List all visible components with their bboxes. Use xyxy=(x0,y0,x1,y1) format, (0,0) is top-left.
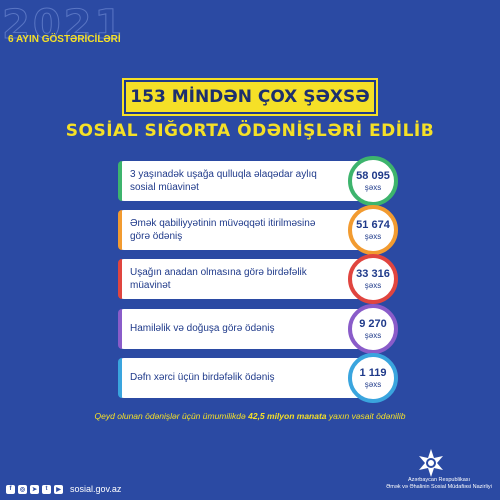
item-label: Əmək qabiliyyətinin müvəqqəti itirilməsi… xyxy=(130,217,316,243)
item-row: 3 yaşınadək uşağa qulluqla əlaqədar aylı… xyxy=(118,156,398,206)
item-unit: şəxs xyxy=(364,281,382,290)
footnote-text: Qeyd olunan ödənişlər üçün ümumilikdə xyxy=(94,411,249,421)
value-badge: 9 270 şəxs xyxy=(348,304,398,354)
item-row: Uşağın anadan olmasına görə birdəfəlik m… xyxy=(118,254,398,304)
value-badge: 33 316 şəxs xyxy=(348,254,398,304)
item-label: Uşağın anadan olmasına görə birdəfəlik m… xyxy=(130,266,307,292)
value-badge: 51 674 şəxs xyxy=(348,205,398,255)
footnote-amount: 42,5 milyon manata xyxy=(248,411,327,421)
item-value: 33 316 xyxy=(356,268,390,280)
twitter-icon[interactable]: t xyxy=(42,484,51,494)
row-accent xyxy=(118,309,122,349)
facebook-icon[interactable]: f xyxy=(6,484,15,494)
row-accent xyxy=(118,210,122,250)
item-row: Əmək qabiliyyətinin müvəqqəti itirilməsi… xyxy=(118,205,398,255)
item-unit: şəxs xyxy=(364,232,382,241)
telegram-icon[interactable]: ➤ xyxy=(30,484,39,494)
footnote: Qeyd olunan ödənişlər üçün ümumilikdə 42… xyxy=(0,411,500,421)
value-badge: 58 095 şəxs xyxy=(348,156,398,206)
value-badge: 1 119 şəxs xyxy=(348,353,398,403)
background-year: 2021 xyxy=(1,2,126,49)
ministry-emblem-icon xyxy=(419,449,443,477)
item-unit: şəxs xyxy=(364,331,382,340)
item-row: Dəfn xərci üçün birdəfəlik ödəniş 1 119 … xyxy=(118,353,398,403)
ministry-name-line1: Azərbaycan Respublikası xyxy=(407,477,471,483)
row-accent xyxy=(118,358,122,398)
instagram-icon[interactable]: ◎ xyxy=(18,484,27,494)
footnote-text-end: yaxın vəsait ödənilib xyxy=(326,411,406,421)
ministry-name-line2: Əmək və Əhalinin Sosial Müdafiəsi Nazirl… xyxy=(386,484,492,491)
period-label: 6 AYIN GÖSTƏRİCİLƏRİ xyxy=(8,34,121,45)
row-accent xyxy=(118,161,122,201)
headline-banner: 153 MİNDƏN ÇOX ŞƏXSƏ xyxy=(124,80,376,114)
item-unit: şəxs xyxy=(364,183,382,192)
item-value: 58 095 xyxy=(356,170,390,182)
item-value: 9 270 xyxy=(359,318,387,330)
subheadline: SOSİAL SIĞORTA ÖDƏNİŞLƏRİ EDİLİB xyxy=(65,121,435,141)
youtube-icon[interactable]: ▶ xyxy=(54,484,63,494)
item-value: 51 674 xyxy=(356,219,390,231)
item-label: 3 yaşınadək uşağa qulluqla əlaqədar aylı… xyxy=(130,168,317,194)
item-value: 1 119 xyxy=(359,367,387,379)
row-accent xyxy=(118,259,122,299)
social-links: f ◎ ➤ t ▶ sosial.gov.az xyxy=(6,484,121,494)
item-row: Hamiləlik və doğuşa görə ödəniş 9 270 şə… xyxy=(118,304,398,354)
item-unit: şəxs xyxy=(364,380,382,389)
website-link[interactable]: sosial.gov.az xyxy=(70,484,122,494)
ministry-name: Azərbaycan Respublikası Əmək və Əhalinin… xyxy=(380,477,498,491)
item-label: Hamiləlik və doğuşa görə ödəniş xyxy=(130,323,275,335)
item-label: Dəfn xərci üçün birdəfəlik ödəniş xyxy=(130,372,275,384)
